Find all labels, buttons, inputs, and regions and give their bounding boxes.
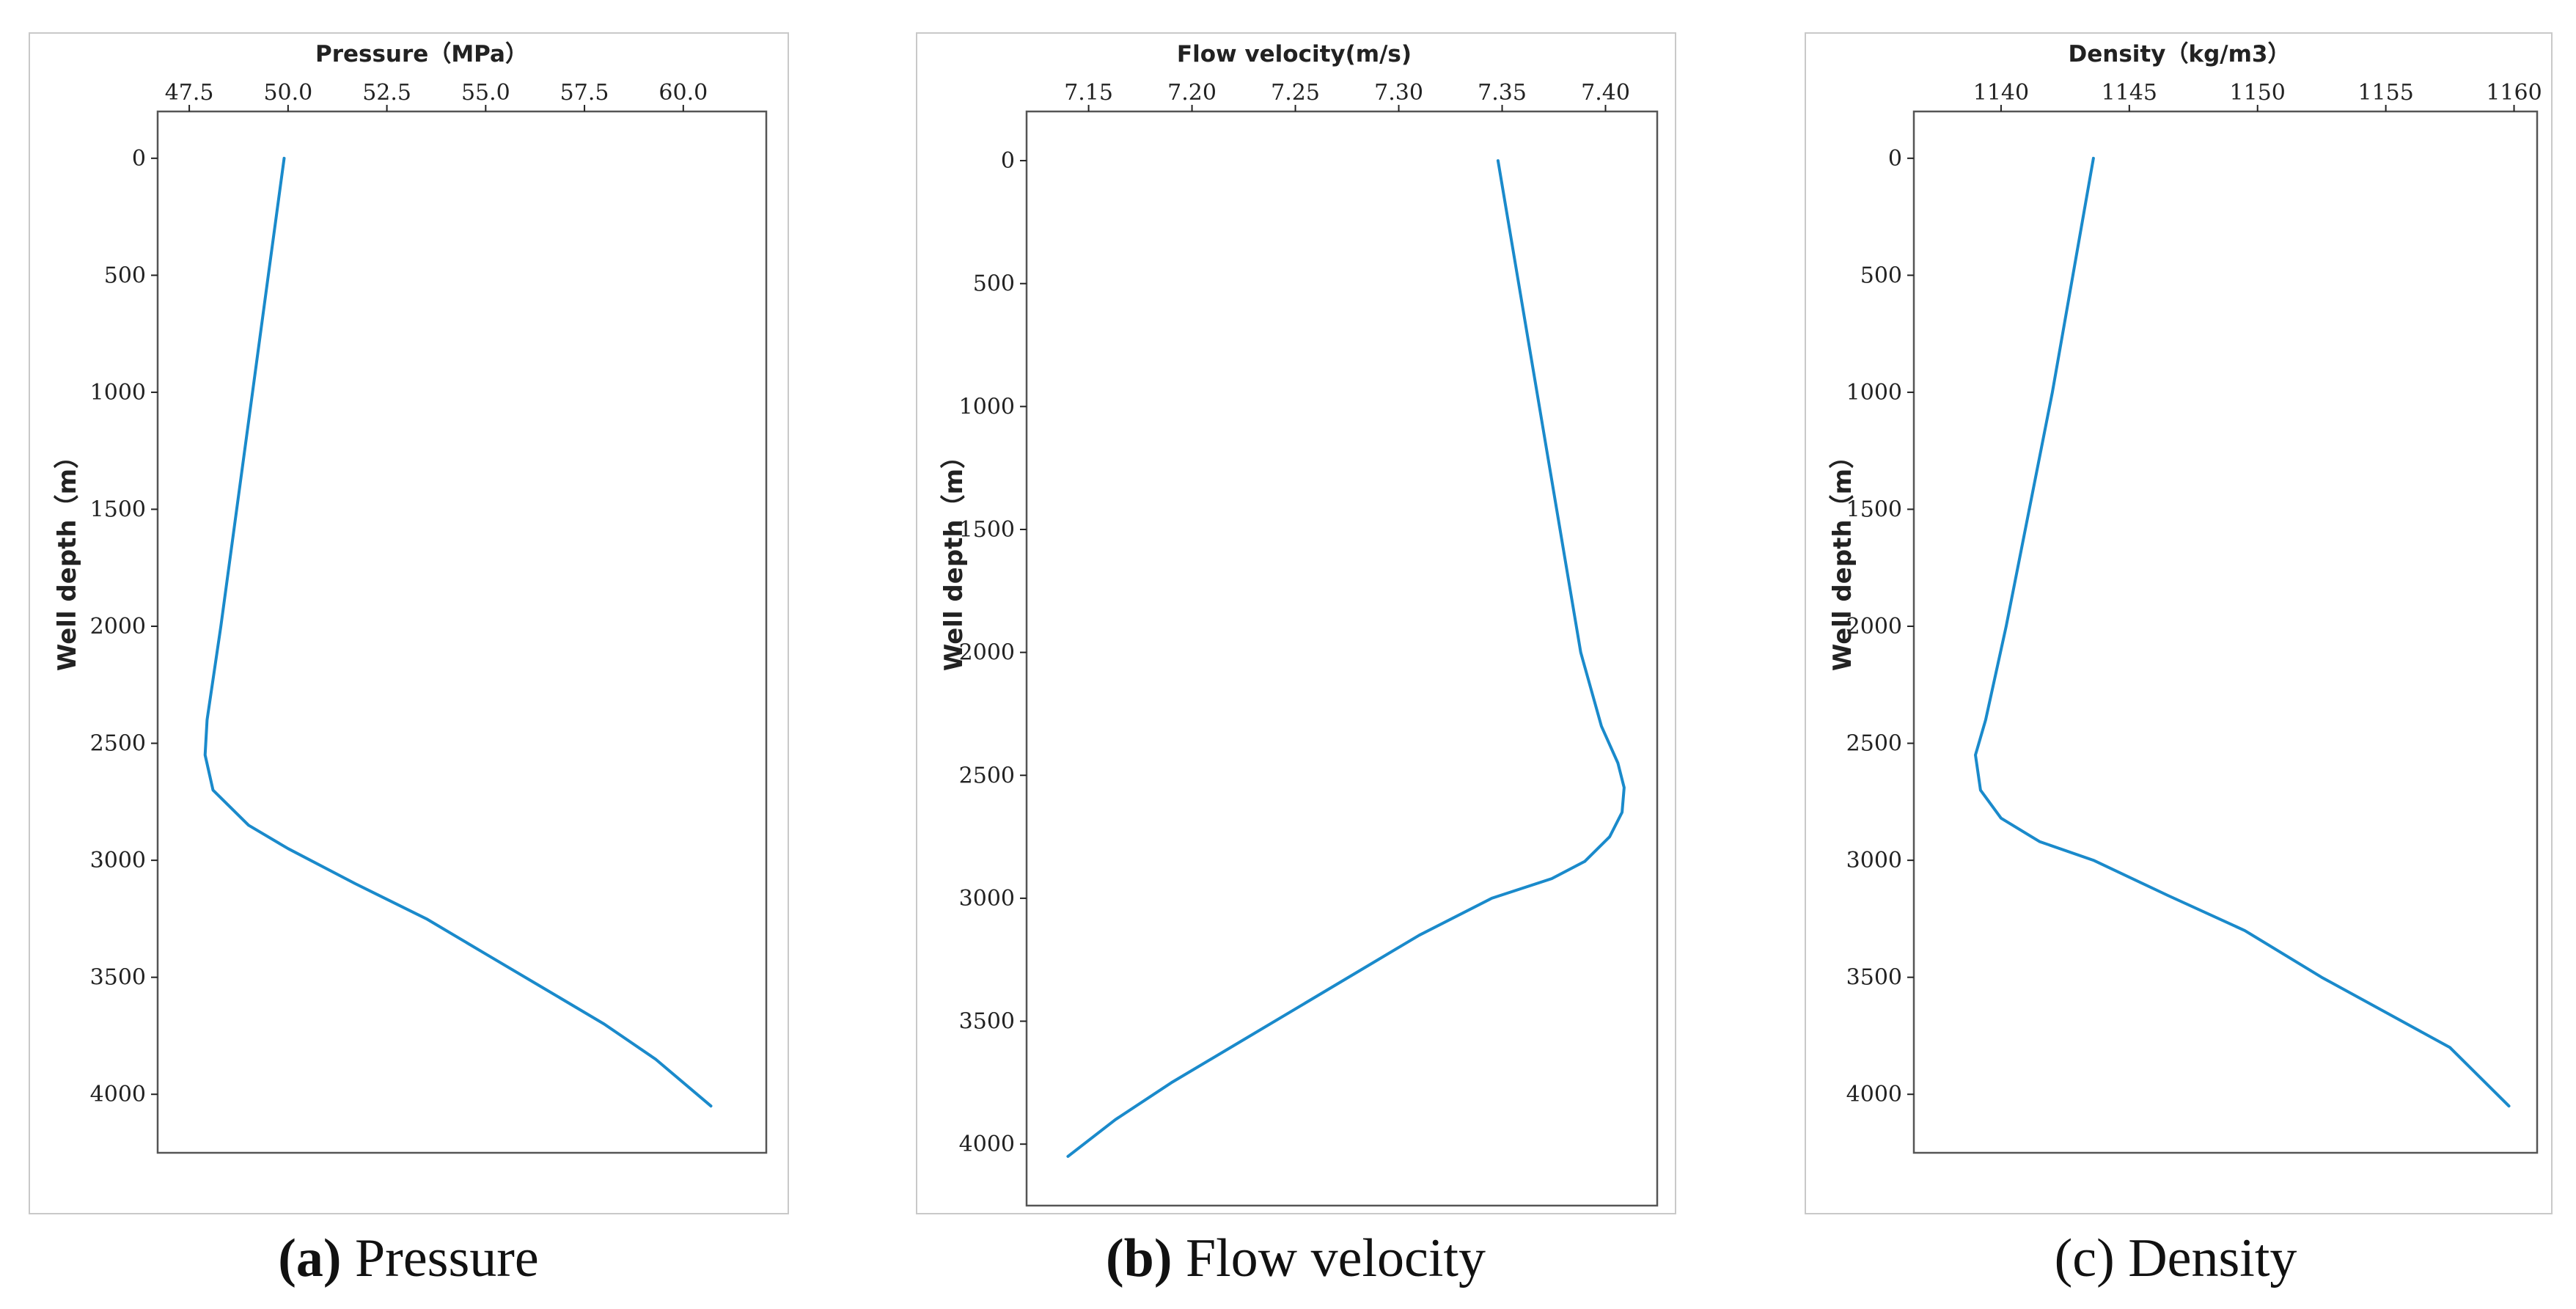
- x-axis-label: Density（kg/m3）: [2069, 41, 2291, 67]
- x-tick-label: 1140: [1973, 80, 2029, 106]
- panel-caption: (b) Flow velocity: [1106, 1228, 1486, 1288]
- y-tick-label: 1500: [90, 496, 146, 522]
- plot-frame: [1912, 110, 2539, 1154]
- y-tick-label: 1500: [1846, 496, 1902, 522]
- panel-caption: (a) Pressure: [278, 1228, 539, 1288]
- y-tick-label: 4000: [90, 1082, 146, 1107]
- panel-border: [1805, 32, 2553, 1214]
- caption-letter-text: a: [296, 1228, 323, 1288]
- y-tick-label: 0: [1888, 146, 1902, 172]
- series-lines: [203, 156, 713, 1108]
- x-ticks: 47.5 50.0 52.5 55.0 57.5 60.0: [165, 80, 708, 111]
- y-tick-label: 3500: [1846, 965, 1902, 991]
- plot-frame: [156, 110, 768, 1154]
- x-tick-label: 60.0: [658, 80, 708, 106]
- y-tick-label: 1000: [1846, 380, 1902, 406]
- x-tick-label: 7.20: [1167, 80, 1217, 106]
- y-tick-label: 2000: [90, 614, 146, 639]
- x-tick-label: 52.5: [362, 80, 411, 106]
- x-axis-label: Pressure（MPa）: [315, 41, 528, 67]
- caption-letter: (c): [2055, 1228, 2115, 1288]
- y-tick-label: 3000: [959, 886, 1015, 912]
- y-tick-label: 0: [1001, 148, 1015, 174]
- plot-frame: [1025, 110, 1659, 1207]
- y-tick-label: 3500: [959, 1009, 1015, 1035]
- y-ticks: 0 500 1000 1500 2000 2500 3000 3500 4000: [959, 148, 1027, 1157]
- y-tick-label: 3000: [1846, 848, 1902, 873]
- y-tick-label: 3500: [90, 965, 146, 991]
- x-tick-label: 55.0: [461, 80, 510, 106]
- panel-density: Density（kg/m3） Well depth（m） 1140 1145 115…: [1805, 32, 2553, 1288]
- y-tick-label: 2500: [959, 763, 1015, 788]
- x-ticks: 7.15 7.20 7.25 7.30 7.35 7.40: [1064, 80, 1630, 111]
- x-tick-label: 47.5: [165, 80, 214, 106]
- x-tick-label: 1145: [2102, 80, 2157, 106]
- caption-letter-text: b: [1124, 1228, 1154, 1288]
- x-tick-label: 7.35: [1478, 80, 1527, 106]
- x-tick-label: 50.0: [263, 80, 312, 106]
- y-axis-label: Well depth（m）: [939, 444, 969, 671]
- series-lines: [1066, 159, 1626, 1158]
- y-tick-label: 500: [1860, 263, 1902, 288]
- y-tick-label: 1000: [959, 394, 1015, 419]
- x-tick-label: 1150: [2230, 80, 2286, 106]
- panel-caption: (c) Density: [2055, 1228, 2297, 1288]
- caption-text: Flow velocity: [1172, 1228, 1486, 1288]
- x-tick-label: 57.5: [560, 80, 609, 106]
- y-tick-label: 2000: [959, 640, 1015, 666]
- x-tick-label: 7.40: [1581, 80, 1630, 106]
- y-tick-label: 4000: [1846, 1082, 1902, 1107]
- y-ticks: 0 500 1000 1500 2000 2500 3000 3500 4000: [1846, 146, 1914, 1107]
- y-tick-label: 2500: [90, 731, 146, 757]
- series-line-density: [1974, 156, 2511, 1108]
- y-tick-label: 1000: [90, 380, 146, 406]
- y-axis-label: Well depth（m）: [1828, 444, 1857, 671]
- y-tick-label: 0: [132, 146, 146, 172]
- y-tick-label: 500: [973, 271, 1015, 297]
- caption-letter: (a): [278, 1228, 341, 1288]
- y-tick-label: 500: [104, 263, 146, 288]
- panel-flow-velocity: Flow velocity(m/s) Well depth（m） 7.15 7.2…: [916, 32, 1676, 1288]
- y-tick-label: 1500: [959, 517, 1015, 543]
- x-tick-label: 7.30: [1374, 80, 1423, 106]
- y-tick-label: 4000: [959, 1132, 1015, 1157]
- caption-letter: (b): [1106, 1228, 1172, 1288]
- y-axis-label: Well depth（m）: [53, 444, 82, 671]
- caption-text: Pressure: [342, 1228, 539, 1288]
- panel-border: [29, 32, 789, 1214]
- series-line-pressure: [203, 156, 713, 1108]
- y-tick-label: 2500: [1846, 731, 1902, 757]
- caption-text: Density: [2115, 1228, 2297, 1288]
- y-tick-label: 3000: [90, 848, 146, 873]
- x-axis-label: Flow velocity(m/s): [1177, 41, 1412, 67]
- x-ticks: 1140 1145 1150 1155 1160: [1973, 80, 2542, 111]
- panel-border: [916, 32, 1676, 1214]
- series-lines: [1974, 156, 2511, 1108]
- y-tick-label: 2000: [1846, 614, 1902, 639]
- x-tick-label: 1160: [2486, 80, 2542, 106]
- panel-pressure: Pressure（MPa） Well depth（m） 47.5 50.0 52.5…: [29, 32, 789, 1288]
- x-tick-label: 7.25: [1271, 80, 1320, 106]
- series-line-flow-velocity: [1066, 159, 1626, 1158]
- x-tick-label: 1155: [2357, 80, 2413, 106]
- x-tick-label: 7.15: [1064, 80, 1113, 106]
- y-ticks: 0 500 1000 1500 2000 2500 3000 3500 4000: [90, 146, 158, 1107]
